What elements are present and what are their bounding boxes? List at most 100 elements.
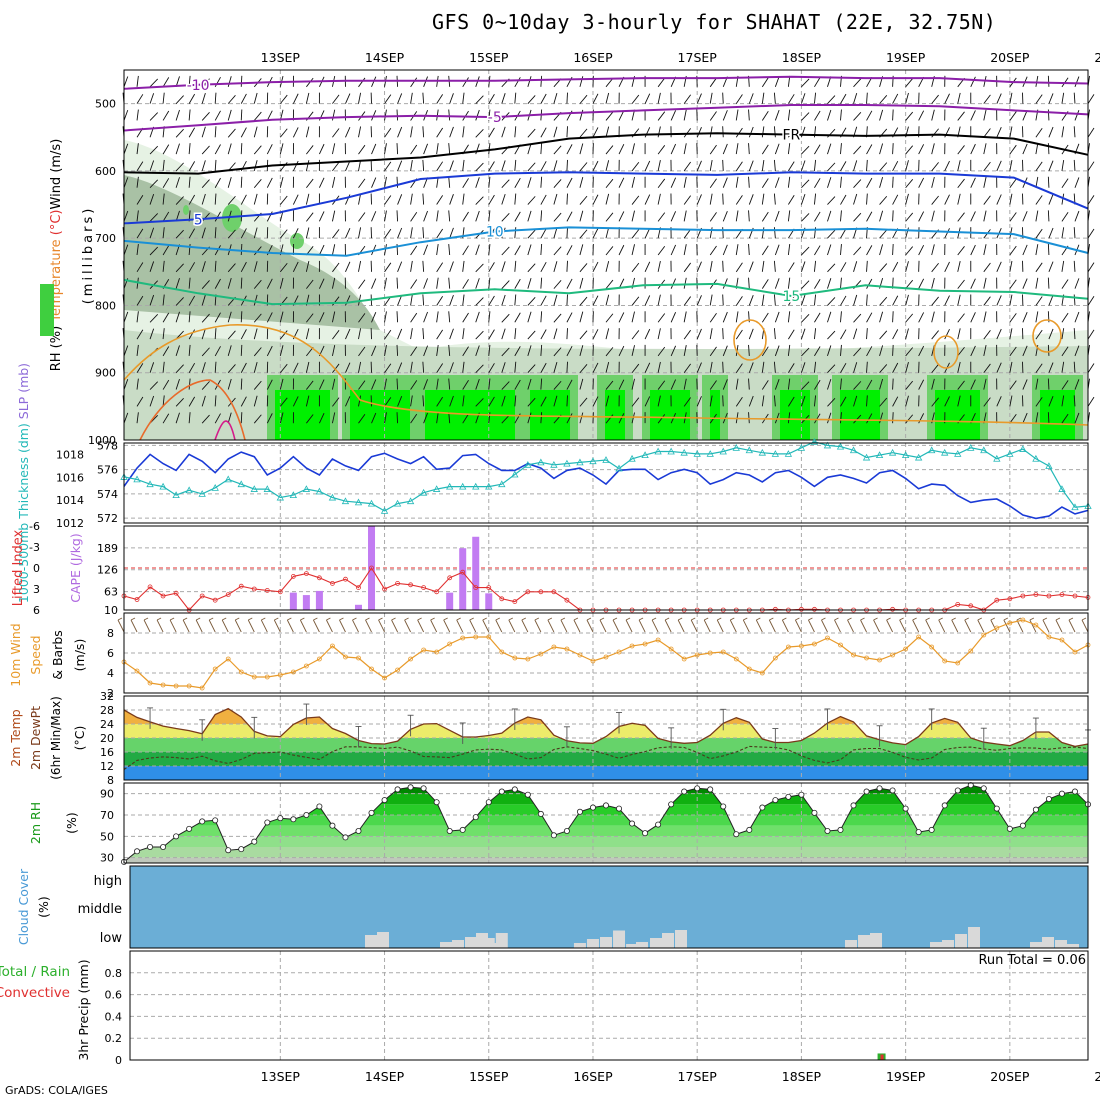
thickness-point <box>185 486 193 494</box>
wind-barb <box>1035 311 1039 323</box>
wind-barb <box>918 211 925 222</box>
wind-speed-point <box>460 635 466 641</box>
wind-barb <box>1048 93 1054 104</box>
wind-barb-10m <box>273 619 281 633</box>
wind-barb <box>931 94 939 104</box>
wind-barb <box>1035 75 1039 87</box>
wind-barb <box>410 126 413 138</box>
wind-barb <box>448 277 451 289</box>
wind-barb <box>488 344 491 356</box>
wind-barb <box>1087 127 1095 138</box>
wind-barb <box>553 362 558 373</box>
wind-barb <box>422 294 425 306</box>
wind-barb <box>358 193 362 205</box>
wind-barb-flag <box>599 617 605 621</box>
wind-barb <box>1035 244 1039 256</box>
wind-barb-flag <box>1042 617 1048 621</box>
rh-point <box>199 818 206 825</box>
wind-barb <box>540 396 547 407</box>
wind-barb <box>931 363 939 374</box>
wind-barb <box>879 229 888 239</box>
panel-frame <box>129 950 1089 1061</box>
wind-barb <box>501 313 510 323</box>
wind-barb <box>761 193 765 205</box>
wind-barb <box>787 262 795 273</box>
thickness-point <box>1058 485 1066 492</box>
wind-barb <box>579 364 588 374</box>
wind-barb <box>1073 294 1076 306</box>
wind-barb-flag <box>378 617 383 621</box>
wind-barb <box>449 160 454 172</box>
wind-barb <box>722 126 724 138</box>
wind-barb <box>162 227 165 239</box>
wind-barb <box>853 212 862 222</box>
wind-barb <box>201 280 210 289</box>
wind-barb <box>696 261 702 272</box>
wind-barb <box>579 296 588 306</box>
wind-speed-point <box>303 663 309 669</box>
wind-speed-point <box>473 634 479 640</box>
wind-speed-point <box>277 672 283 678</box>
wind-barb <box>475 143 480 155</box>
wind-barb <box>670 244 677 256</box>
thickness-point <box>967 444 975 451</box>
wind-barb <box>1035 94 1043 104</box>
lifted-index-point <box>277 589 283 595</box>
lifted-index-point <box>134 597 140 602</box>
wind-barb <box>514 245 521 256</box>
wind-barb-10m <box>664 619 672 633</box>
cloud-bar <box>968 927 980 948</box>
wind-barb <box>840 194 847 205</box>
precip-tick: 0.2 <box>105 1032 123 1045</box>
wind-barb <box>227 330 236 340</box>
wind-barb <box>748 143 750 155</box>
wind-barb <box>957 193 961 205</box>
wind-speed-point <box>642 641 648 647</box>
wind-barb <box>748 243 750 256</box>
wind-barb <box>553 227 558 239</box>
wind-barb-flag <box>169 617 175 621</box>
wind-barb <box>501 160 506 172</box>
wind-barb <box>579 162 588 172</box>
wind-barb <box>735 363 743 373</box>
wind-barb <box>292 261 299 273</box>
wind-barb <box>735 143 739 155</box>
wind-barb-10m <box>625 619 633 633</box>
wind-barb-10m <box>404 619 411 633</box>
wind-barb <box>787 210 791 222</box>
wind-barb <box>748 295 754 306</box>
wind-barb <box>449 294 454 306</box>
wind-barb-flag <box>182 617 188 621</box>
wind-barb <box>879 210 884 222</box>
wind-barb <box>397 362 403 373</box>
wind-barb <box>422 260 425 272</box>
wind-barb <box>540 143 543 155</box>
wind-speed-point <box>890 652 895 658</box>
wind-barb <box>410 328 413 340</box>
wind-barb <box>931 244 935 256</box>
wind-barb <box>175 345 180 357</box>
wind-barb <box>892 295 899 306</box>
wind-barb <box>670 345 677 357</box>
wind-barb <box>853 179 862 189</box>
wind-barb <box>905 92 909 104</box>
wind-barb <box>253 261 258 272</box>
wind-barb <box>553 179 562 189</box>
wind-barb <box>892 396 899 407</box>
thickness-point <box>941 448 949 456</box>
wind-barb <box>631 244 635 256</box>
y-tick-label: 900 <box>95 367 116 380</box>
wind-barb <box>436 94 444 104</box>
wind-speed-point <box>186 683 192 689</box>
wind-barb <box>318 211 325 222</box>
wind-barb <box>540 210 543 222</box>
wind-barb <box>761 110 769 121</box>
wind-barb <box>175 278 180 289</box>
wind-barb <box>579 176 584 188</box>
wind-barb <box>423 379 428 390</box>
wind-barb <box>1009 245 1017 256</box>
wind-barb <box>501 126 506 138</box>
wind-barb <box>827 311 832 323</box>
wind-barb <box>566 294 568 306</box>
wind-barb <box>1047 143 1050 155</box>
